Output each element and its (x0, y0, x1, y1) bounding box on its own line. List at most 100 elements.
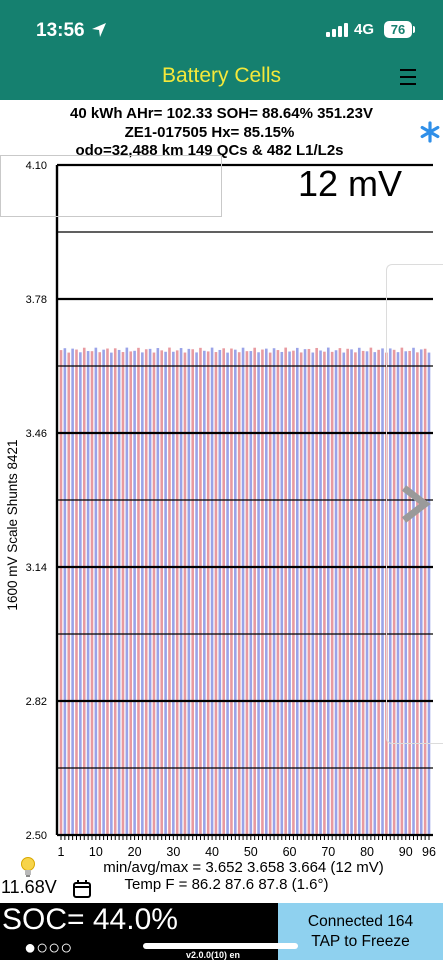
cell-bar (346, 348, 349, 835)
cell-bar (117, 349, 121, 835)
cell-bar (234, 349, 237, 835)
cell-bar (102, 349, 105, 835)
cell-bar (276, 350, 280, 835)
cell-bar (284, 347, 287, 835)
cell-bar (416, 352, 419, 835)
cell-bar (160, 350, 164, 835)
cell-bar (342, 352, 346, 835)
cell-bar (214, 352, 218, 835)
cell-bar (71, 348, 74, 835)
cell-bar (373, 352, 377, 835)
x-tick-label: 1 (58, 845, 65, 859)
cell-bar (265, 348, 268, 835)
status-time: 13:56 (36, 20, 85, 41)
cell-bar (206, 351, 210, 835)
cell-voltage-chart: 4.10 3.78 3.46 3.14 2.82 2.50 1 10 20 30 40 50 60 70 8… (26, 160, 436, 859)
location-arrow-icon (92, 23, 106, 37)
calendar-icon[interactable] (72, 879, 92, 899)
cell-bar (241, 347, 245, 835)
cell-bar (82, 347, 86, 835)
cell-bar (288, 351, 291, 835)
cell-bar (199, 347, 202, 835)
cell-bar (191, 349, 195, 835)
x-tick-label: 20 (128, 845, 142, 859)
cell-bar (427, 352, 431, 835)
page-indicator[interactable]: ●○○○ (24, 937, 73, 959)
cell-bar (172, 351, 175, 835)
y-tick-label: 3.78 (26, 294, 47, 306)
cell-bar (388, 348, 392, 835)
y-tick-label: 2.82 (26, 696, 47, 708)
cell-bar (326, 347, 330, 835)
y-tick-label: 2.50 (26, 830, 47, 842)
soc-panel (0, 903, 278, 960)
battery-summary: 40 kWh AHr= 102.33 SOH= 88.64% 351.23V (70, 105, 373, 122)
cell-bar (179, 348, 183, 835)
overlay-box (0, 155, 222, 217)
cell-bar (408, 350, 411, 835)
cell-bar (75, 349, 78, 835)
cell-bar (295, 347, 299, 835)
cell-bar (148, 348, 152, 835)
cell-bar (187, 348, 191, 835)
cell-bar (423, 348, 427, 835)
cell-bar (222, 348, 225, 835)
spread-annotation: 12 mV (298, 163, 403, 204)
state-of-charge: SOC= 44.0% (2, 903, 178, 936)
cell-bar (354, 352, 357, 835)
connection-status: Connected 164 (307, 913, 414, 930)
cell-bar (400, 347, 404, 835)
cell-bar (226, 352, 229, 835)
cell-bar (323, 351, 326, 835)
x-tick-label: 90 (399, 845, 413, 859)
cell-bar (210, 347, 214, 835)
cell-bar (369, 347, 373, 835)
cell-bar (334, 350, 338, 835)
cell-bar (330, 351, 334, 835)
x-tick-label: 80 (360, 845, 374, 859)
cell-bar (67, 352, 71, 835)
cell-bar (195, 352, 198, 835)
cell-bar (183, 352, 187, 835)
cell-bar (292, 350, 295, 835)
cell-bar (419, 349, 423, 835)
cell-bar (79, 352, 82, 835)
signal-icon (326, 23, 348, 37)
vehicle-health: ZE1-017505 Hx= 85.15% (124, 124, 295, 141)
cell-bar (94, 347, 98, 835)
cell-bar (412, 347, 415, 835)
cell-bar (361, 350, 365, 835)
x-tick-label: 30 (166, 845, 180, 859)
y-tick-label: 3.46 (26, 428, 47, 440)
cell-bar (144, 349, 148, 835)
cell-bar (237, 352, 241, 835)
cell-bar (63, 348, 67, 835)
temperature-stats: Temp F = 86.2 87.6 87.8 (1.6°) (124, 876, 329, 893)
odometer-charges: odo=32,488 km 149 QCs & 482 L1/L2s (75, 142, 344, 159)
cell-bar (110, 352, 113, 835)
cell-bar (392, 349, 396, 835)
asterisk-icon[interactable] (419, 121, 441, 143)
menu-icon[interactable] (398, 63, 420, 91)
aux-battery-voltage: 11.68V (1, 877, 57, 897)
battery-level: 76 (384, 21, 412, 38)
lightbulb-icon[interactable] (19, 856, 37, 878)
freeze-label: TAP to Freeze (311, 933, 410, 950)
cell-bar (86, 351, 90, 835)
x-tick-label: 70 (321, 845, 335, 859)
home-indicator[interactable] (143, 943, 298, 949)
cell-bar (121, 352, 125, 835)
cell-bar (164, 351, 167, 835)
side-panel[interactable] (386, 264, 443, 744)
status-bar: 13:56 4G 76 (0, 0, 443, 58)
cell-bar (59, 350, 63, 835)
cell-bar (218, 349, 222, 835)
cell-bar (280, 351, 284, 835)
voltage-stats: min/avg/max = 3.652 3.658 3.664 (12 mV) (103, 859, 384, 876)
chevron-right-icon[interactable] (399, 484, 431, 524)
x-tick-label: 40 (205, 845, 219, 859)
cell-bar (152, 352, 156, 835)
cell-bar (357, 347, 361, 835)
freeze-button[interactable]: Connected 164 TAP to Freeze (278, 903, 443, 960)
cell-bar (90, 351, 94, 835)
